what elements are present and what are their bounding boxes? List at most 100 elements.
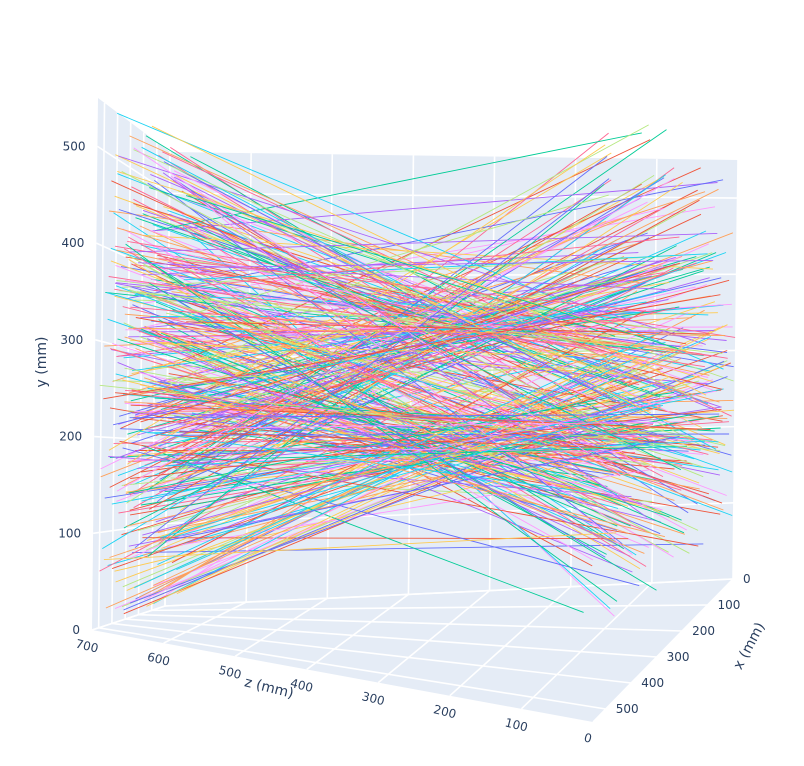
- track-line: [153, 366, 622, 586]
- track-line: [115, 264, 727, 496]
- track-line: [146, 256, 623, 392]
- track-line: [128, 396, 614, 494]
- track-line: [117, 304, 721, 357]
- track-line: [154, 262, 697, 456]
- grid-floor-x: [151, 604, 708, 612]
- y-tick-label: 400: [61, 236, 84, 250]
- track-line: [133, 147, 621, 475]
- track-line: [149, 199, 700, 510]
- track-line: [143, 418, 664, 556]
- track-line: [176, 299, 606, 558]
- track-line: [175, 174, 651, 414]
- track-line: [165, 252, 674, 558]
- track-line: [149, 381, 643, 505]
- track-line: [188, 200, 713, 391]
- track-line: [111, 350, 728, 570]
- grid-floor-x: [138, 613, 683, 632]
- track-line: [141, 444, 584, 613]
- track-line: [186, 268, 704, 478]
- track-line: [130, 404, 711, 430]
- track-line: [122, 228, 687, 531]
- grid-left-y: [96, 242, 169, 277]
- track-line: [143, 243, 709, 494]
- track-line: [167, 309, 688, 350]
- track-line: [185, 195, 679, 350]
- track-line: [192, 290, 667, 396]
- grid-left-x: [137, 132, 145, 615]
- grid-floor-z: [449, 586, 572, 697]
- grid-floor-x: [98, 627, 606, 710]
- tick-labels: 0100200300400500010020030040050060070001…: [58, 139, 750, 745]
- track-line: [186, 321, 710, 335]
- track-line: [188, 276, 636, 361]
- track-line: [124, 313, 607, 356]
- y-tick-label: 300: [60, 333, 83, 347]
- track-line: [121, 171, 620, 434]
- track-line: [121, 254, 691, 288]
- track-line: [154, 179, 623, 545]
- x-tick-label: 200: [692, 624, 715, 638]
- track-line: [99, 384, 721, 452]
- track-line: [105, 291, 704, 356]
- track-line: [160, 174, 666, 541]
- track-line: [130, 459, 620, 462]
- z-axis-title: z (mm): [243, 674, 295, 702]
- track-line: [175, 403, 658, 538]
- track-line: [133, 198, 664, 477]
- track-line: [103, 532, 617, 561]
- z-tick-label: 300: [360, 689, 386, 708]
- y-tick-label: 500: [63, 139, 86, 153]
- track-line: [128, 289, 704, 468]
- z-tick-label: 200: [432, 702, 458, 721]
- z-tick-label: 400: [289, 676, 315, 695]
- track-line: [194, 224, 682, 471]
- grid-floor-z: [377, 589, 491, 684]
- track-line: [138, 430, 601, 495]
- track-line: [141, 146, 717, 450]
- track-line: [179, 431, 604, 449]
- track-line: [111, 180, 629, 417]
- x-tick-label: 300: [667, 650, 690, 664]
- track-line: [157, 254, 723, 390]
- track-line: [134, 351, 650, 589]
- track-line: [119, 290, 723, 354]
- track-line: [143, 353, 662, 601]
- track-lines: [99, 112, 736, 617]
- y-tick-label: 100: [58, 526, 81, 540]
- grid-left-x: [97, 102, 106, 628]
- track-line: [147, 182, 698, 505]
- track-line: [177, 252, 717, 477]
- track-line: [151, 125, 707, 396]
- track-line: [188, 421, 700, 429]
- track-line: [161, 361, 612, 549]
- track-line: [150, 315, 634, 318]
- y-tick-label: 0: [72, 623, 80, 637]
- z-tick-label: 600: [146, 650, 172, 669]
- track-line: [130, 408, 722, 479]
- track-line: [117, 173, 709, 405]
- track-line: [115, 377, 669, 583]
- floor-pane: [92, 579, 733, 722]
- track-line: [117, 112, 724, 370]
- track-line: [117, 170, 689, 353]
- grid-left-x: [124, 122, 132, 620]
- track-line: [129, 413, 720, 419]
- track-line: [105, 358, 682, 609]
- track-line: [172, 435, 599, 457]
- track-line: [147, 183, 605, 557]
- track-line: [118, 155, 706, 345]
- grid-left-y: [97, 145, 170, 194]
- track-line: [125, 179, 724, 300]
- track-line: [176, 282, 646, 485]
- track-line: [125, 243, 618, 602]
- track-line: [161, 213, 702, 468]
- track-line: [178, 274, 618, 423]
- track-line: [186, 390, 716, 499]
- track-line: [116, 178, 675, 492]
- grid-floor-z: [520, 582, 653, 710]
- track-line: [140, 328, 618, 527]
- track-line: [147, 338, 617, 544]
- track-line: [162, 172, 648, 518]
- grid-floor-z: [592, 578, 734, 723]
